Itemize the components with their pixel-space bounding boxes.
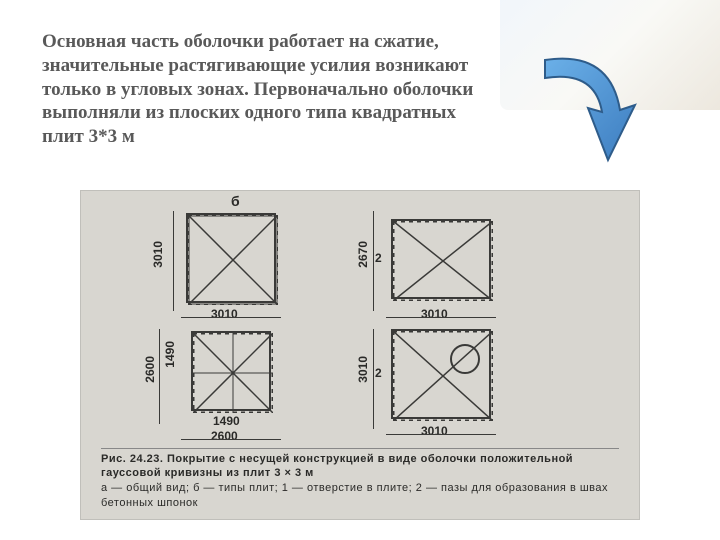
dim-line [373,329,374,429]
technical-figure: б 3010 3010 2670 2 3010 [80,190,640,520]
dim-bl-w: 2600 [211,429,238,443]
dim-bl-h: 2600 [143,356,157,383]
figure-caption: Рис. 24.23. Покрытие с несущей конструкц… [101,445,619,511]
dim-line [181,317,281,318]
dim-line [386,434,496,435]
caption-body: а — общий вид; б — типы плит; 1 — отверс… [101,482,608,509]
dim-br-w: 3010 [421,424,448,438]
plate-bot-right [391,329,491,419]
dim-line [386,317,496,318]
dim-tr-w: 3010 [421,307,448,321]
dim-line [181,439,281,440]
dim-bl-iw: 1490 [213,414,240,428]
dim-bl-ih: 1490 [163,341,177,368]
dim-line [373,211,374,311]
figure-section-label: б [231,193,240,209]
dim-br-h: 3010 [356,356,370,383]
dim-line [159,329,160,424]
dim-line [173,211,174,311]
dim-br-mid: 2 [375,366,382,380]
dim-tr-h: 2670 [356,241,370,268]
curved-arrow [530,40,650,190]
plate-top-right [391,219,491,299]
plate-top-left [186,213,276,303]
dim-tl-h: 3010 [151,241,165,268]
plate-bot-left [191,331,271,411]
dim-tr-mid: 2 [375,251,382,265]
main-paragraph: Основная часть оболочки работает на сжат… [42,30,502,149]
dim-tl-w: 3010 [211,307,238,321]
caption-title: Рис. 24.23. Покрытие с несущей конструкц… [101,453,573,480]
